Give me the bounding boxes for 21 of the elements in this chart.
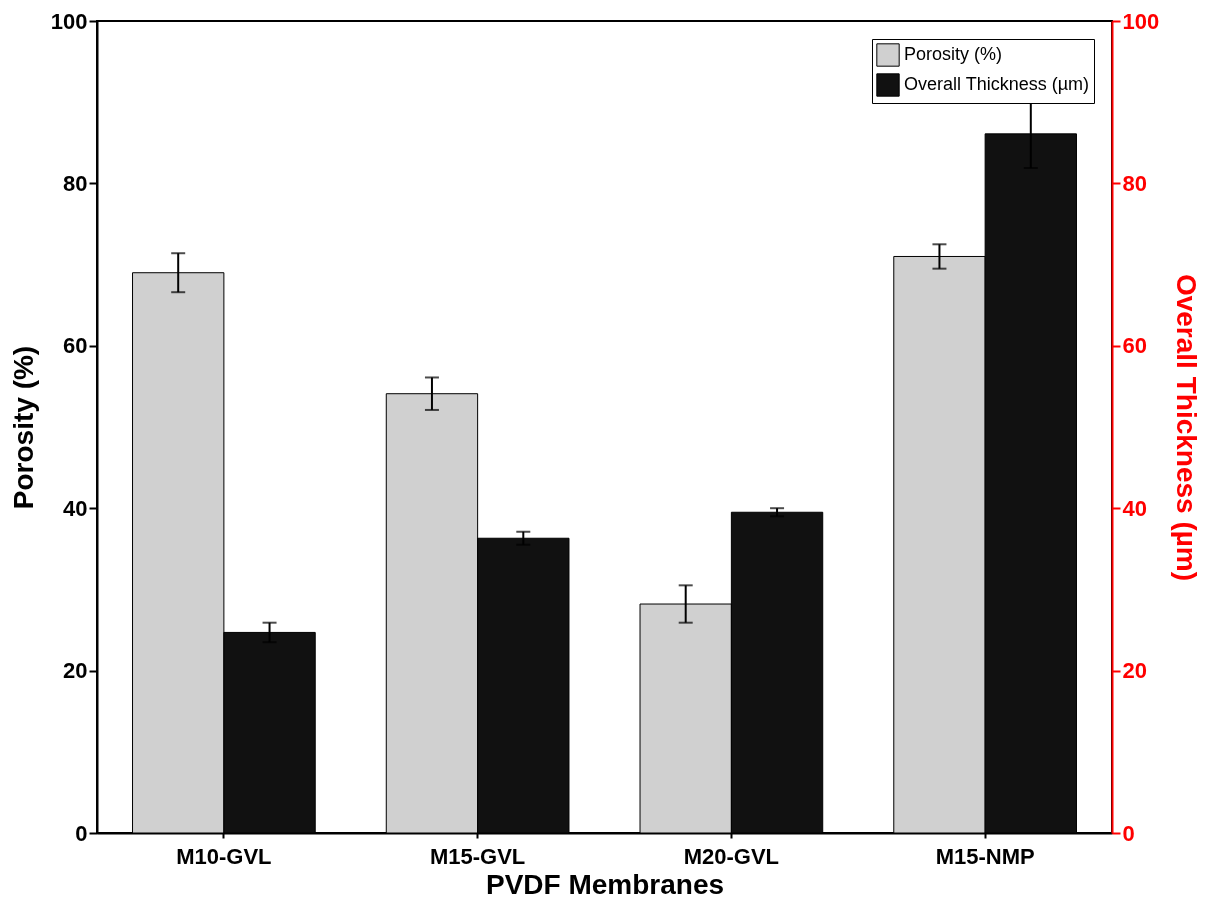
x-axis-title: PVDF Membranes <box>485 868 725 900</box>
x-tick-label: M15-GVL <box>429 843 526 869</box>
y2-tick-label: 60 <box>1122 333 1147 359</box>
y2-tick-label: 20 <box>1122 658 1147 684</box>
y-tick-label: 20 <box>63 658 88 684</box>
y-tick-label: 100 <box>50 8 88 34</box>
y2-tick-label: 100 <box>1122 8 1160 34</box>
x-tick-label: M10-GVL <box>176 843 272 869</box>
x-tick-label: M20-GVL <box>683 843 780 869</box>
y2-tick-label: 0 <box>1122 820 1135 846</box>
y-tick-label: 40 <box>63 495 88 521</box>
x-tick-label: M15-NMP <box>935 843 1035 869</box>
y-tick-label: 0 <box>75 820 88 846</box>
legend-label: Overall Thickness (µm) <box>904 74 1090 94</box>
y-axis-title: Porosity (%) <box>7 345 39 510</box>
y2-tick-label: 40 <box>1122 495 1147 521</box>
y-tick-label: 60 <box>63 333 88 359</box>
y-tick-label: 80 <box>63 170 88 196</box>
legend-label: Porosity (%) <box>904 44 1003 64</box>
y2-axis-title: Overall Thickness (µm) <box>1171 273 1203 582</box>
y2-tick-label: 80 <box>1122 170 1147 196</box>
